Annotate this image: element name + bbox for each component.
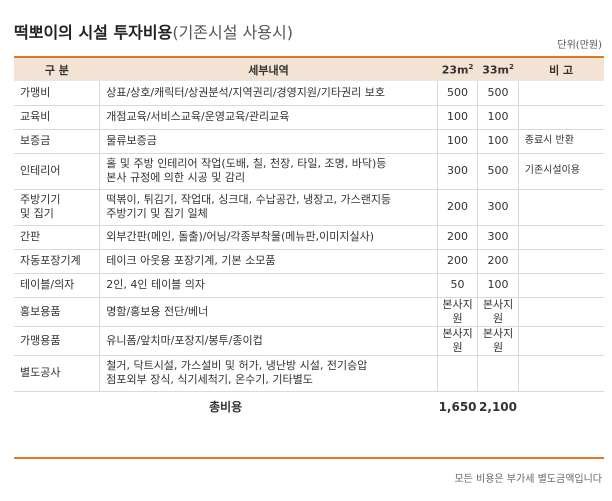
- header-detail: 세부내역: [99, 58, 438, 81]
- row-note: [518, 105, 604, 130]
- row-value-33: 100: [477, 129, 519, 154]
- row-note: [518, 297, 604, 327]
- row-detail: 외부간판(메인, 돌출)/어닝/각종부착물(메뉴판,이미지실사): [99, 225, 438, 250]
- row-value-33: 100: [477, 105, 519, 130]
- row-category: 주방기기 및 집기: [14, 189, 101, 226]
- row-category: 인테리어: [14, 153, 101, 190]
- row-detail: 홀 및 주방 인테리어 작업(도배, 칠, 천장, 타일, 조명, 바닥)등 본…: [99, 153, 438, 190]
- row-note: [518, 249, 604, 274]
- row-value-23: 50: [437, 273, 479, 298]
- row-value-23: 200: [437, 225, 479, 250]
- row-category: 자동포장기계: [14, 249, 101, 274]
- row-value-23: 본사지원: [437, 297, 479, 327]
- total-23: 1,650: [438, 399, 477, 414]
- row-category: 별도공사: [14, 355, 101, 392]
- table-row: 가맹용품 유니폼/앞치마/포장지/봉투/종이컵 본사지원 본사지원: [14, 326, 604, 356]
- row-note: [518, 225, 604, 250]
- row-detail: 명함/홍보용 전단/베너: [99, 297, 438, 327]
- table-row: 보증금 물류보증금 100 100 종료시 반환: [14, 129, 604, 154]
- row-category: 보증금: [14, 129, 101, 154]
- row-value-33: 500: [477, 81, 519, 106]
- row-category: 가맹용품: [14, 326, 101, 356]
- table-row: 주방기기 및 집기 떡볶이, 튀김기, 작업대, 싱크대, 수납공간, 냉장고, …: [14, 189, 604, 226]
- header-category: 구 분: [14, 58, 100, 81]
- row-note: [518, 189, 604, 226]
- table-row: 간판 외부간판(메인, 돌출)/어닝/각종부착물(메뉴판,이미지실사) 200 300: [14, 225, 604, 250]
- header-23: 23m2: [437, 58, 478, 81]
- footnote: 모든 비용은 부가세 별도금액입니다: [454, 474, 602, 485]
- row-note: [518, 273, 604, 298]
- title-sub: (기존시설 사용시): [172, 23, 293, 42]
- row-value-23: 300: [437, 153, 479, 190]
- row-value-23: 200: [437, 249, 479, 274]
- table-row: 자동포장기계 테이크 아웃용 포장기계, 기본 소모품 200 200: [14, 249, 604, 274]
- row-value-33: 200: [477, 249, 519, 274]
- row-category: 테이블/의자: [14, 273, 101, 298]
- row-value-23: 100: [437, 105, 479, 130]
- table-header-row: 구 분 세부내역 23m2 33m2 비 고: [14, 58, 604, 81]
- page-title: 떡뽀이의 시설 투자비용(기존시설 사용시): [14, 19, 293, 43]
- row-detail: 2인, 4인 테이블 의자: [99, 273, 438, 298]
- table-row: 가맹비 상표/상호/캐릭터/상권분석/지역권리/경영지원/기타권리 보호 500 50…: [14, 81, 604, 106]
- row-detail: 떡볶이, 튀김기, 작업대, 싱크대, 수납공간, 냉장고, 가스랜지등 주방기…: [99, 189, 438, 226]
- row-value-33: 본사지원: [477, 326, 519, 356]
- row-value-33: [477, 355, 519, 392]
- row-value-33: 300: [477, 189, 519, 226]
- total-row: 총비용 1,650 2,100: [14, 391, 604, 422]
- header-33: 33m2: [477, 58, 519, 81]
- row-detail: 물류보증금: [99, 129, 438, 154]
- row-value-23: 100: [437, 129, 479, 154]
- header-note: 비 고: [518, 58, 604, 81]
- row-note: 기존시설이용: [518, 153, 604, 190]
- row-detail: 테이크 아웃용 포장기계, 기본 소모품: [99, 249, 438, 274]
- row-value-33: 500: [477, 153, 519, 190]
- table-row: 인테리어 홀 및 주방 인테리어 작업(도배, 칠, 천장, 타일, 조명, 바닥…: [14, 153, 604, 190]
- row-note: [518, 326, 604, 356]
- row-value-33: 100: [477, 273, 519, 298]
- bottom-rule: [14, 457, 604, 459]
- top-rule: [14, 56, 604, 58]
- row-note: [518, 355, 604, 392]
- total-note: [518, 391, 604, 422]
- row-value-23: [437, 355, 479, 392]
- table-row: 테이블/의자 2인, 4인 테이블 의자 50 100: [14, 273, 604, 298]
- total-33: 2,100: [479, 399, 517, 414]
- row-detail: 유니폼/앞치마/포장지/봉투/종이컵: [99, 326, 438, 356]
- row-value-23: 500: [437, 81, 479, 106]
- row-category: 교육비: [14, 105, 101, 130]
- row-note: [518, 81, 604, 106]
- row-detail: 상표/상호/캐릭터/상권분석/지역권리/경영지원/기타권리 보호: [99, 81, 438, 106]
- row-category: 홍보용품: [14, 297, 101, 327]
- row-value-23: 본사지원: [437, 326, 479, 356]
- row-value-33: 300: [477, 225, 519, 250]
- row-detail: 철거, 닥트시설, 가스설비 및 허가, 냉난방 시설, 전기승압 점포외부 장…: [99, 355, 438, 392]
- table-row: 교육비 개점교육/서비스교육/운영교육/관리교육 100 100: [14, 105, 604, 130]
- row-detail: 개점교육/서비스교육/운영교육/관리교육: [99, 105, 438, 130]
- row-value-33: 본사지원: [477, 297, 519, 327]
- table-row: 별도공사 철거, 닥트시설, 가스설비 및 허가, 냉난방 시설, 전기승압 점포…: [14, 355, 604, 392]
- total-label: 총비용: [209, 399, 243, 414]
- row-category: 간판: [14, 225, 101, 250]
- unit-label: 단위(만원): [557, 40, 602, 51]
- row-note: 종료시 반환: [518, 129, 604, 154]
- table-row: 홍보용품 명함/홍보용 전단/베너 본사지원 본사지원: [14, 297, 604, 327]
- row-category: 가맹비: [14, 81, 101, 106]
- title-main: 떡뽀이의 시설 투자비용: [14, 23, 173, 42]
- row-value-23: 200: [437, 189, 479, 226]
- cost-table: 구 분 세부내역 23m2 33m2 비 고 가맹비 상표/상호/캐릭터/상권분석…: [14, 58, 604, 422]
